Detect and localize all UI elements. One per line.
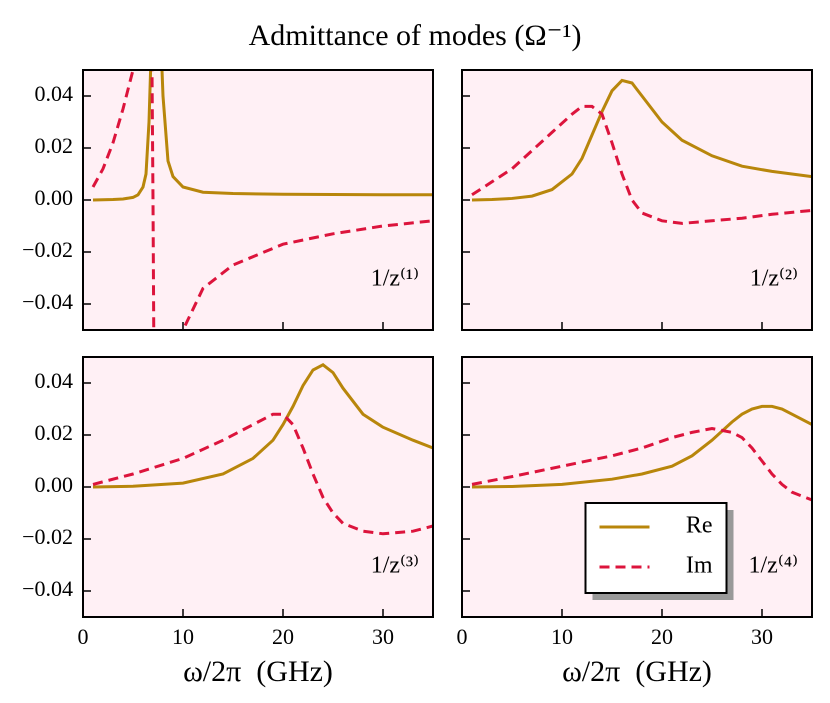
x-tick-label: 0 [78,624,89,649]
x-axis-label: ω/2π (GHz) [562,655,712,688]
plot-frame [82,356,434,618]
y-tick-label: 0.04 [35,81,74,106]
figure-title: Admittance of modes (Ω⁻¹) [249,19,582,52]
y-tick-label: 0.00 [35,472,74,497]
y-tick-label: −0.04 [22,289,73,314]
x-tick-label: 0 [457,624,468,649]
series-line [471,104,812,225]
y-tick-label: 0.04 [35,368,74,393]
series-line [471,78,812,202]
series-line [91,70,433,330]
panel-annotation: 1/z⁽⁴⁾ [749,553,798,579]
y-tick-label: 0.00 [35,185,74,210]
panel: −0.04 −0.02 0.00 0.02 0.04 0 10 20 30 1/z⁽³⁾ ω/2π … [22,356,434,688]
panel-annotation: 1/z⁽²⁾ [750,266,798,292]
y-tick-label: 0.02 [35,420,74,445]
legend: Re Im [584,502,734,600]
legend-box [584,502,728,594]
x-tick-label: 20 [272,624,294,649]
plot-frame [82,69,434,331]
panel: 1/z⁽²⁾ [461,69,813,331]
plot-frame [461,356,813,618]
plot-background [83,70,433,330]
y-tick-label: 0.02 [35,133,74,158]
x-tick-label: 30 [372,624,394,649]
y-tick-label: −0.02 [22,237,73,262]
y-tick-label: −0.02 [22,524,73,549]
x-tick-label: 10 [551,624,573,649]
legend-label: Im [686,553,713,579]
series-line [92,412,433,536]
plot-frame [461,69,813,331]
panel: 0 10 20 30 1/z⁽⁴⁾ ω/2π (GHz) Re Im [457,356,813,688]
y-tick-label: −0.04 [22,576,73,601]
series-line [471,426,812,502]
x-tick-label: 30 [751,624,773,649]
panel-annotation: 1/z⁽¹⁾ [371,266,419,292]
x-axis-label: ω/2π (GHz) [183,655,333,688]
plot-background [462,70,812,330]
series-line [92,70,433,202]
x-tick-label: 20 [651,624,673,649]
panel-annotation: 1/z⁽³⁾ [371,553,419,579]
series-line [92,363,433,489]
x-tick-label: 10 [172,624,194,649]
legend-label: Re [686,513,713,539]
panel: −0.04 −0.02 0.00 0.02 0.04 1/z⁽¹⁾ [22,69,434,331]
